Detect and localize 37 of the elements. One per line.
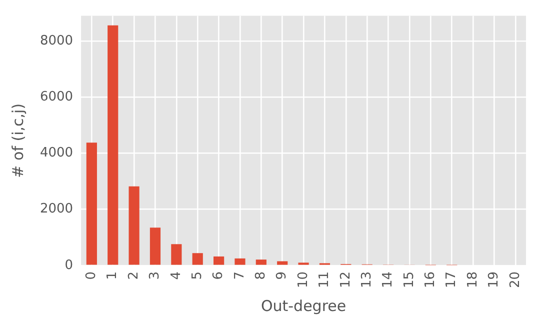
x-tick-label: 12 [338,271,354,288]
bar [277,261,288,265]
y-tick-label: 8000 [40,33,74,48]
x-tick-label: 0 [84,271,100,280]
bar [128,186,140,265]
x-tick-label: 15 [402,271,417,288]
x-tick-label: 8 [254,271,269,280]
bar [192,253,203,265]
x-axis-title: Out-degree [260,296,346,315]
bar [108,25,118,265]
bar [234,258,246,265]
y-tick-label: 2000 [40,202,74,217]
x-tick-label: 20 [508,271,523,288]
x-tick-label: 17 [444,271,460,288]
bar [171,244,182,265]
x-tick-label: 4 [168,271,184,280]
x-tick-label: 5 [190,271,205,280]
x-tick-label: 1 [105,271,120,280]
x-tick-label: 19 [486,271,502,288]
x-tick-label: 14 [380,271,396,288]
y-axis-title: # of (i,c,j) [8,103,27,178]
x-tick-label: 6 [211,271,226,280]
x-tick-label: 9 [274,271,290,280]
x-tick-label: 10 [296,271,311,288]
x-tick-label: 18 [465,271,480,288]
x-tick-label: 2 [126,271,142,280]
x-tick-label: 7 [232,271,248,280]
bar [214,256,224,265]
y-tick-label: 6000 [40,90,74,105]
x-tick-label: 3 [148,271,163,280]
x-tick-label: 11 [317,271,332,288]
bar [86,142,97,265]
x-tick-label: 16 [423,271,438,288]
x-tick-label: 13 [359,271,374,288]
bar [256,260,266,265]
bar [150,228,161,265]
y-tick-label: 4000 [40,146,74,161]
